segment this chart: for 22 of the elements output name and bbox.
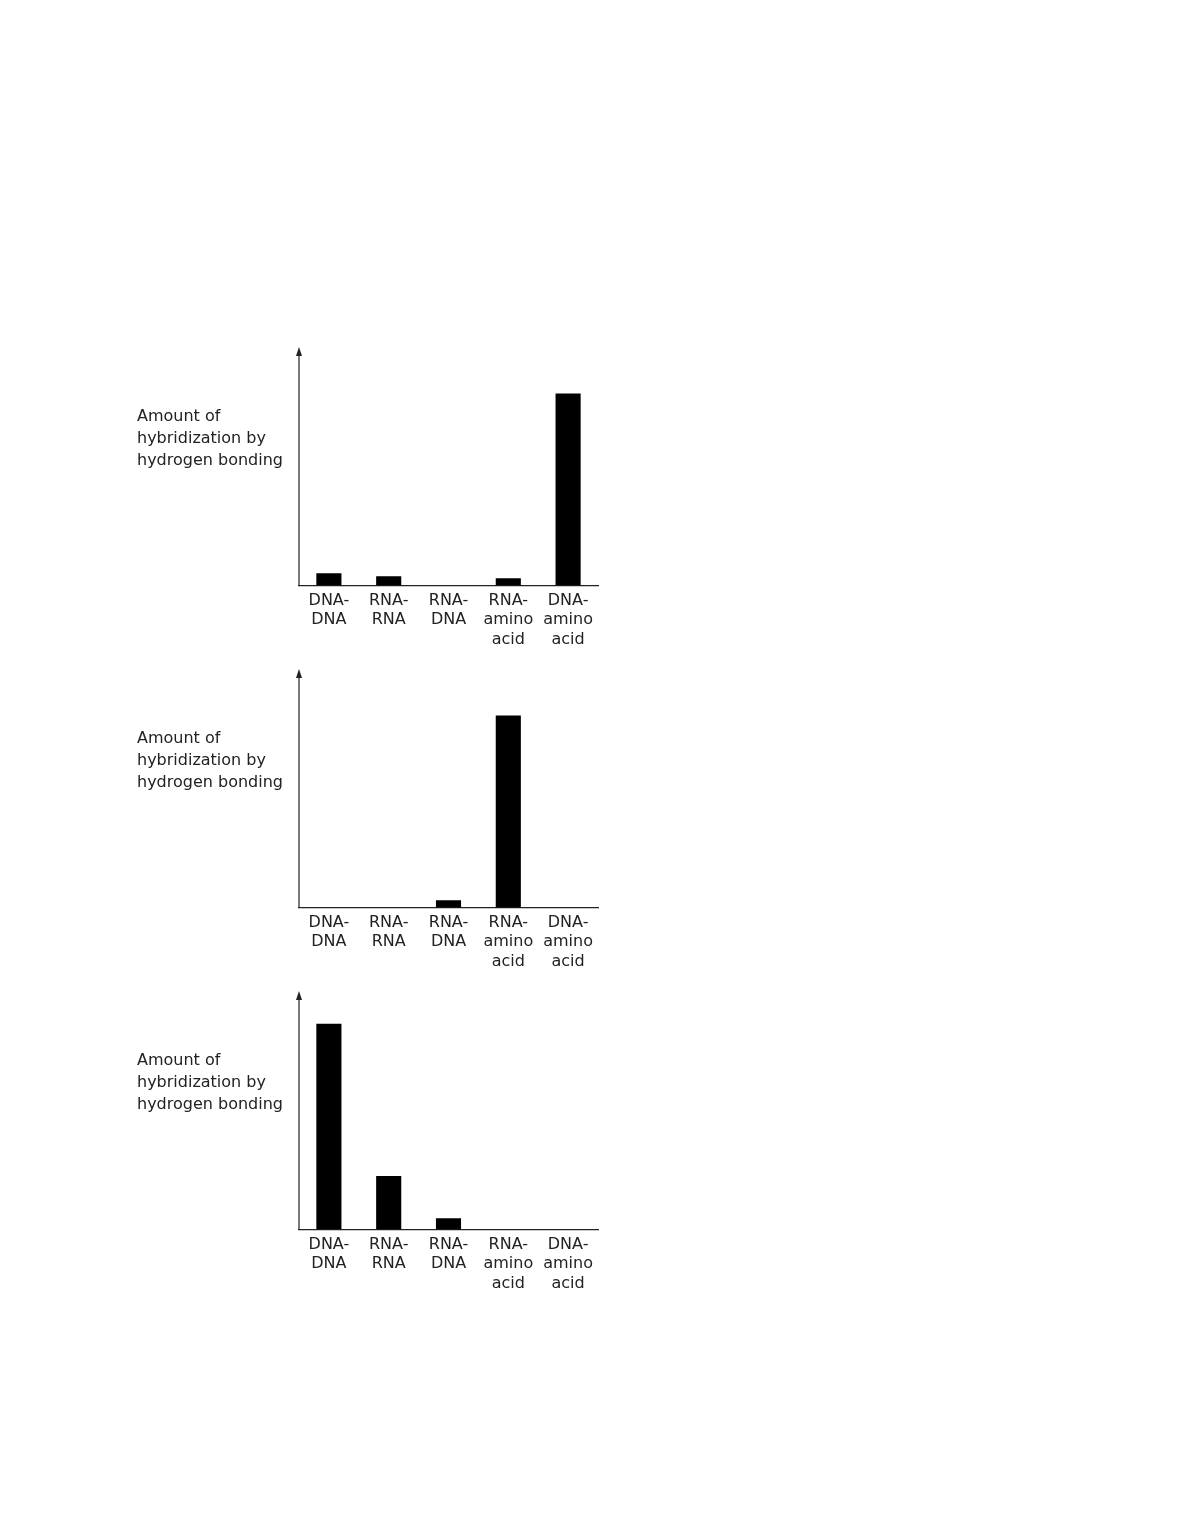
x-tick-label: RNA- DNA bbox=[428, 590, 469, 629]
x-tick-label: RNA- RNA bbox=[368, 590, 409, 629]
bar bbox=[316, 573, 342, 586]
x-tick-label: DNA- amino acid bbox=[543, 912, 593, 970]
x-tick-label: RNA- RNA bbox=[368, 912, 409, 951]
bar bbox=[555, 393, 581, 586]
x-tick-label: DNA- amino acid bbox=[543, 1234, 593, 1292]
bar bbox=[376, 576, 402, 586]
bar bbox=[495, 578, 521, 586]
x-tick-label: RNA- DNA bbox=[428, 1234, 469, 1273]
x-tick-label: RNA- amino acid bbox=[483, 1234, 534, 1292]
y-axis-title: Amount of hybridization by hydrogen bonding bbox=[137, 405, 283, 471]
x-tick-label: DNA- DNA bbox=[308, 590, 350, 629]
x-tick-label: RNA- amino acid bbox=[483, 912, 534, 970]
x-tick-label: RNA- DNA bbox=[428, 912, 469, 951]
x-tick-label: DNA- DNA bbox=[308, 912, 350, 951]
x-tick-label: DNA- amino acid bbox=[543, 590, 593, 648]
y-axis-title: Amount of hybridization by hydrogen bonding bbox=[137, 1049, 283, 1115]
y-axis-title: Amount of hybridization by hydrogen bonding bbox=[137, 727, 283, 793]
x-tick-label: RNA- amino acid bbox=[483, 590, 534, 648]
x-tick-label: DNA- DNA bbox=[308, 1234, 350, 1273]
x-tick-label: RNA- RNA bbox=[368, 1234, 409, 1273]
